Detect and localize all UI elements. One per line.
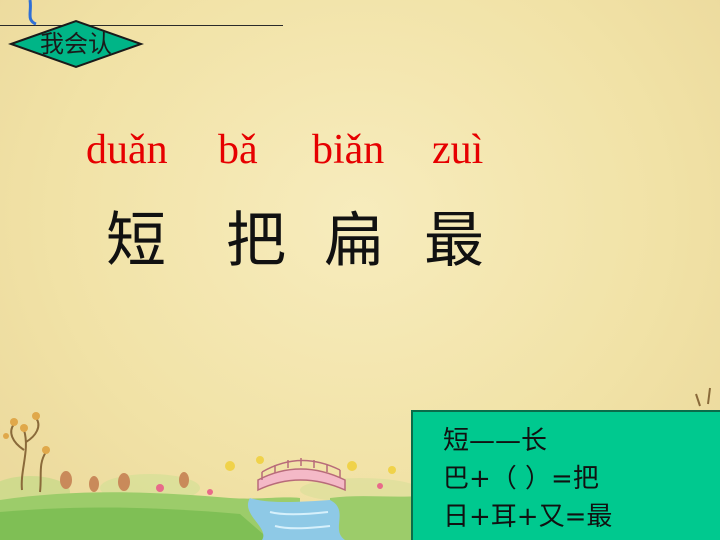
character-ba: 把: [226, 206, 286, 276]
character-row: 短 把 扁 最: [0, 192, 720, 276]
character-duan: 短: [106, 206, 166, 276]
meadow-bridge-illustration: [0, 387, 711, 540]
character-bian: 扁: [324, 206, 384, 276]
diamond-badge: [8, 19, 144, 69]
notes-box: 短——长 巴+（ ）=把 日+耳+又=最: [411, 410, 720, 540]
character-zui: 最: [424, 206, 484, 276]
pinyin-row: duǎn bǎ biǎn zuì: [0, 126, 720, 178]
note-antonym: 短——长: [443, 426, 548, 456]
top-divider-line: [0, 25, 283, 26]
note-components-zui: 日+耳+又=最: [443, 502, 613, 532]
note-radical-ba: 巴+（ ）=把: [443, 464, 599, 494]
pinyin-ba: bǎ: [218, 127, 258, 173]
badge-label: 我会认: [40, 30, 112, 58]
pinyin-duan: duǎn: [86, 127, 168, 173]
corner-swoosh-icon: [28, 0, 37, 26]
pinyin-zui: zuì: [432, 127, 484, 173]
pinyin-bian: biǎn: [312, 127, 385, 173]
